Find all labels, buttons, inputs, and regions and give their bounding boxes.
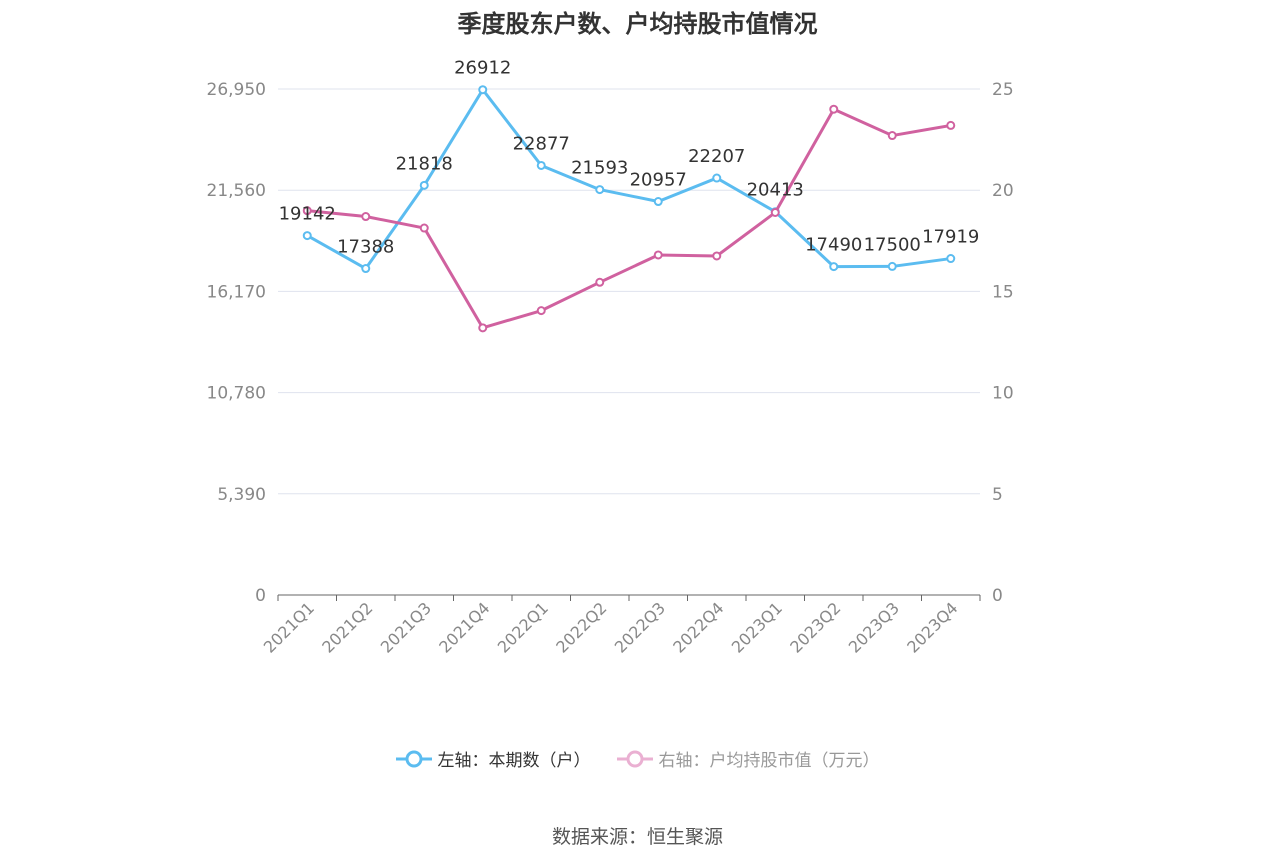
data-point — [302, 206, 312, 216]
data-point — [653, 197, 663, 207]
left-y-tick-label: 26,950 — [207, 80, 266, 100]
legend-label-right-series: 右轴：户均持股市值（万元） — [658, 751, 880, 771]
legend-label-left-series: 左轴：本期数（户） — [437, 751, 591, 771]
legend-item-left-series[interactable]: 左轴：本期数（户） — [395, 746, 591, 771]
data-point — [712, 251, 722, 261]
data-point — [361, 212, 371, 222]
left-y-tick-label: 16,170 — [207, 282, 266, 302]
right-y-tick-label: 20 — [992, 181, 1014, 201]
data-point — [653, 250, 663, 260]
data-label: 22877 — [513, 133, 570, 154]
data-point — [595, 185, 605, 195]
series-line-1 — [306, 88, 951, 271]
data-point — [829, 104, 839, 114]
data-point — [361, 264, 371, 274]
right-y-tick-label: 10 — [992, 384, 1014, 404]
data-point — [536, 306, 546, 316]
x-tick-label: 2022Q4 — [669, 598, 727, 656]
x-tick-label: 2021Q3 — [377, 598, 435, 656]
legend-line-circle-icon — [395, 750, 432, 767]
data-point — [478, 323, 488, 333]
chart-title: 季度股东户数、户均持股市值情况 — [457, 10, 818, 38]
x-tick-label: 2023Q3 — [845, 598, 903, 656]
series-lines — [302, 85, 956, 333]
data-label: 20413 — [747, 180, 804, 201]
data-point — [829, 262, 839, 272]
left-y-tick-label: 0 — [255, 586, 266, 606]
data-label: 19142 — [279, 204, 336, 225]
right-y-tick-label: 25 — [992, 80, 1014, 100]
data-point — [478, 85, 488, 95]
data-point — [419, 223, 429, 233]
x-tick-label: 2022Q1 — [494, 598, 552, 656]
x-tick-label: 2023Q2 — [786, 598, 844, 656]
x-tick-label: 2021Q4 — [435, 598, 493, 656]
data-point — [595, 277, 605, 287]
right-y-tick-label: 5 — [992, 485, 1003, 505]
legend-item-right-series[interactable]: 右轴：户均持股市值（万元） — [616, 746, 880, 771]
data-label: 26912 — [454, 58, 511, 79]
data-label: 17388 — [337, 237, 394, 258]
series-line-2 — [307, 107, 952, 330]
x-tick-label: 2023Q4 — [903, 598, 961, 656]
data-point — [887, 261, 897, 271]
x-tick-label: 2021Q1 — [260, 598, 318, 656]
source-note: 数据来源：恒生聚源 — [551, 826, 723, 848]
data-point — [946, 254, 956, 264]
left-y-tick-label: 10,780 — [207, 384, 266, 404]
grid-lines — [278, 88, 980, 495]
x-tick-label: 2021Q2 — [318, 598, 376, 656]
data-label: 17500 — [864, 234, 921, 255]
right-y-tick-label: 0 — [992, 586, 1003, 606]
data-label: 21818 — [396, 153, 453, 174]
data-point — [770, 207, 780, 217]
left-y-tick-label: 21,560 — [207, 181, 266, 201]
data-label: 21593 — [571, 158, 628, 179]
left-y-tick-label: 5,390 — [217, 485, 266, 505]
data-label: 20957 — [630, 170, 687, 191]
data-label: 22207 — [688, 146, 745, 167]
data-point — [712, 173, 722, 183]
right-y-tick-label: 15 — [992, 282, 1014, 302]
x-tick-label: 2022Q3 — [611, 598, 669, 656]
data-point — [946, 120, 956, 130]
x-tick-label: 2022Q2 — [552, 598, 610, 656]
legend-line-circle-icon — [616, 750, 653, 767]
data-point — [536, 160, 546, 170]
x-tick-label: 2023Q1 — [728, 598, 786, 656]
data-point — [302, 231, 312, 241]
data-label: 17919 — [922, 227, 979, 248]
legend: 左轴：本期数（户） 右轴：户均持股市值（万元） — [0, 746, 1275, 771]
data-point — [887, 131, 897, 141]
data-point — [419, 180, 429, 190]
data-label: 17490 — [805, 235, 862, 256]
